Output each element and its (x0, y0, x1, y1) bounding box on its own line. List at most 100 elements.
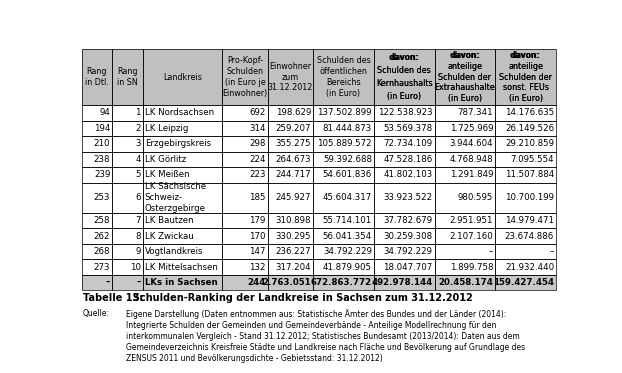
Text: 47.528.186: 47.528.186 (383, 155, 433, 164)
Bar (112, 120, 143, 136)
Text: 122.538.923: 122.538.923 (378, 108, 433, 117)
Bar (313, 120, 374, 136)
Bar (223, 244, 268, 259)
Text: Eigene Darstellung (Daten entnommen aus: Statistische Ämter des Bundes und der L: Eigene Darstellung (Daten entnommen aus:… (126, 309, 525, 363)
Bar (112, 183, 143, 213)
Bar (313, 228, 374, 244)
Text: 179: 179 (249, 216, 266, 225)
Bar (143, 213, 223, 228)
Bar (143, 49, 223, 105)
Bar (313, 183, 374, 213)
Text: 81.444.873: 81.444.873 (323, 124, 372, 133)
Text: 264.673: 264.673 (276, 155, 311, 164)
Bar (112, 244, 143, 259)
Bar (223, 105, 268, 120)
Bar (495, 49, 556, 105)
Bar (313, 49, 374, 105)
Text: 4.768.948: 4.768.948 (450, 155, 493, 164)
Bar (495, 167, 556, 183)
Bar (435, 228, 495, 244)
Bar (435, 136, 495, 151)
Bar (81, 228, 112, 244)
Bar (81, 151, 112, 167)
Bar (223, 136, 268, 151)
Bar (313, 167, 374, 183)
Bar (81, 244, 112, 259)
Text: 33.923.522: 33.923.522 (384, 193, 433, 202)
Bar (112, 228, 143, 244)
Bar (374, 136, 435, 151)
Bar (143, 259, 223, 275)
Text: davon:: davon: (451, 51, 479, 60)
Bar (223, 136, 268, 151)
Text: (in Euro): (in Euro) (387, 92, 421, 101)
Bar (268, 167, 313, 183)
Bar (268, 259, 313, 275)
Bar (495, 213, 556, 228)
Bar (435, 275, 495, 290)
Bar (435, 183, 495, 213)
Bar (435, 259, 495, 275)
Bar (313, 244, 374, 259)
Bar (435, 136, 495, 151)
Text: Schulden der: Schulden der (499, 73, 552, 82)
Bar (495, 167, 556, 183)
Bar (495, 244, 556, 259)
Bar (435, 151, 495, 167)
Bar (223, 183, 268, 213)
Text: LKs in Sachsen: LKs in Sachsen (145, 278, 218, 287)
Bar (495, 151, 556, 167)
Text: LK Bautzen: LK Bautzen (145, 216, 193, 225)
Text: Kernhaushalts: Kernhaushalts (376, 79, 432, 88)
Text: LK Nordsachsen: LK Nordsachsen (145, 108, 214, 117)
Bar (223, 49, 268, 105)
Text: 10.700.199: 10.700.199 (505, 193, 554, 202)
Text: –: – (137, 278, 141, 287)
Bar (81, 183, 112, 213)
Text: 355.275: 355.275 (276, 140, 311, 148)
Bar (495, 275, 556, 290)
Text: 59.392.688: 59.392.688 (323, 155, 372, 164)
Bar (143, 228, 223, 244)
Bar (112, 183, 143, 213)
Text: (in Euro): (in Euro) (387, 92, 421, 101)
Text: sonst. FEUs: sonst. FEUs (503, 83, 549, 92)
Bar (495, 228, 556, 244)
Text: 245.927: 245.927 (276, 193, 311, 202)
Text: 34.792.229: 34.792.229 (323, 247, 372, 256)
Text: 692: 692 (249, 108, 266, 117)
Text: davon:: davon: (450, 51, 480, 60)
Bar (143, 151, 223, 167)
Text: 3: 3 (136, 140, 141, 148)
Bar (435, 213, 495, 228)
Bar (374, 105, 435, 120)
Text: 244: 244 (248, 278, 266, 287)
Text: davon:: davon: (391, 53, 418, 62)
Bar (374, 49, 435, 105)
Text: 239: 239 (94, 170, 110, 179)
Text: Landkreis: Landkreis (163, 73, 202, 82)
Bar (112, 136, 143, 151)
Bar (223, 259, 268, 275)
Bar (495, 120, 556, 136)
Text: 2.763.051: 2.763.051 (262, 278, 311, 287)
Text: 41.879.905: 41.879.905 (323, 263, 372, 272)
Bar (143, 244, 223, 259)
Bar (223, 167, 268, 183)
Text: davon:: davon: (512, 51, 539, 60)
Text: (in Euro): (in Euro) (448, 94, 482, 103)
Text: 2.107.160: 2.107.160 (450, 232, 493, 241)
Bar (495, 213, 556, 228)
Bar (143, 183, 223, 213)
Text: 262: 262 (94, 232, 110, 241)
Bar (112, 213, 143, 228)
Bar (435, 105, 495, 120)
Text: Schulden des
öffentlichen
Bereichs
(in Euro): Schulden des öffentlichen Bereichs (in E… (317, 56, 370, 98)
Text: 224: 224 (249, 155, 266, 164)
Bar (143, 49, 223, 105)
Bar (112, 167, 143, 183)
Text: –: – (106, 278, 110, 287)
Bar (435, 120, 495, 136)
Bar (112, 244, 143, 259)
Bar (313, 167, 374, 183)
